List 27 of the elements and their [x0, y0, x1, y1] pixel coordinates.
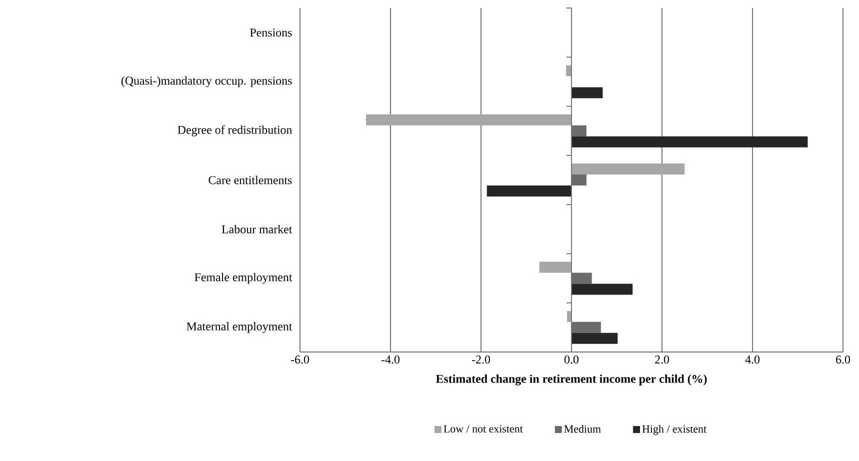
x-tick-label: -2.0: [472, 356, 490, 364]
x-axis-title: Estimated change in retirement income per child (%): [436, 374, 707, 386]
y-tick-label: Maternal employment: [186, 322, 292, 333]
bar: [572, 284, 633, 295]
x-tick-label: -6.0: [290, 356, 309, 364]
y-tick-label: Female employment: [194, 272, 292, 284]
legend-label: High / existent: [642, 425, 706, 435]
bar: [566, 65, 572, 76]
bar: [572, 136, 808, 148]
x-tick-label: -4.0: [381, 356, 400, 364]
bar: [572, 87, 603, 98]
y-tick-label: Pensions: [250, 28, 292, 37]
legend-label: Medium: [564, 425, 601, 433]
x-tick-label: 6.0: [836, 356, 850, 364]
y-tick-label: Care entitlements: [208, 176, 292, 184]
y-tick-label: Degree of redistribution: [178, 125, 292, 136]
x-tick-label: 2.0: [655, 356, 670, 364]
y-tick-label: Labour market: [222, 224, 292, 234]
y-tick-label: (Quasi-)mandatory occup. pensions: [121, 76, 292, 88]
bar: [366, 114, 572, 126]
bar: [572, 332, 618, 344]
bar: [486, 186, 572, 197]
x-tick-label: 0.0: [564, 356, 579, 364]
bar: [572, 164, 685, 174]
bar: [539, 262, 572, 273]
x-tick-label: 4.0: [745, 356, 760, 364]
legend-label: Low / not existent: [444, 425, 523, 433]
